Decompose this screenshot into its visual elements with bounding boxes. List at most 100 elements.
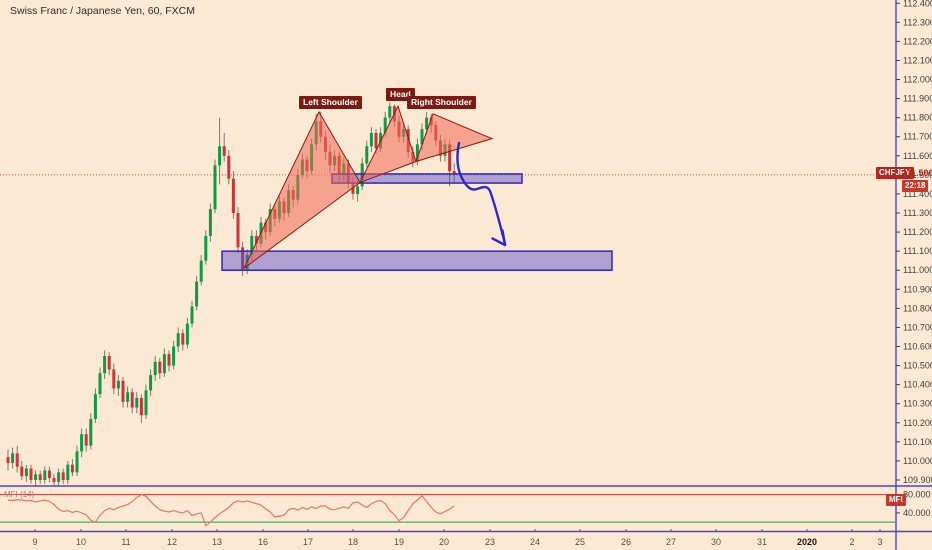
price-tick-label[interactable]: 111.500 (903, 170, 932, 180)
head-shoulders-polygon-3[interactable] (415, 113, 494, 163)
mfi-tick-label[interactable]: 40.000 (903, 508, 931, 518)
candle-up (135, 397, 139, 408)
candle-up (365, 146, 369, 164)
candle-up (153, 361, 157, 376)
price-tick-label[interactable]: 111.200 (903, 227, 932, 237)
time-tick-label[interactable]: 3 (877, 537, 882, 547)
candle-down (107, 356, 111, 370)
price-tick-label[interactable]: 111.400 (903, 189, 932, 199)
mfi-line (7, 493, 455, 527)
candle-up (116, 380, 120, 389)
price-tick-label[interactable]: 110.400 (903, 380, 932, 390)
head-shoulders-polygon-1[interactable] (243, 110, 361, 269)
candle-down (167, 354, 171, 366)
candle-down (61, 472, 65, 480)
time-tick-label[interactable]: 11 (121, 537, 130, 547)
candle-up (93, 394, 97, 419)
candle-up (162, 354, 166, 374)
time-tick-label[interactable]: 13 (212, 537, 222, 547)
price-tick-label[interactable]: 112.200 (903, 36, 932, 46)
candle-up (356, 186, 360, 194)
price-tick-label[interactable]: 110.300 (903, 399, 932, 409)
time-tick-label[interactable]: 16 (258, 537, 268, 547)
candle-up (388, 106, 392, 118)
time-tick-label[interactable]: 17 (303, 537, 313, 547)
candle-up (420, 129, 424, 145)
price-tick-label[interactable]: 111.900 (903, 94, 932, 104)
time-tick-label[interactable]: 2020 (797, 537, 817, 547)
time-tick-label[interactable]: 12 (167, 537, 177, 547)
mfi-indicator-legend[interactable]: MFI (14) (4, 490, 35, 499)
price-tick-label[interactable]: 110.800 (903, 303, 932, 313)
candle-down (130, 392, 134, 408)
price-tick-label[interactable]: 110.900 (903, 284, 932, 294)
time-tick-label[interactable]: 23 (485, 537, 495, 547)
candle-down (38, 474, 42, 480)
candle-up (369, 132, 373, 147)
time-tick-label[interactable]: 31 (757, 537, 767, 547)
right-shoulder-label[interactable]: Right Shoulder (407, 96, 476, 109)
price-tick-label[interactable]: 111.600 (903, 151, 932, 161)
price-tick-label[interactable]: 110.000 (903, 456, 932, 466)
candle-down (121, 380, 125, 402)
bar-countdown-badge: 22:18 (902, 180, 929, 192)
time-tick-label[interactable]: 27 (666, 537, 676, 547)
price-tick-label[interactable]: 111.300 (903, 208, 932, 218)
candle-up (57, 472, 61, 482)
time-tick-label[interactable]: 10 (76, 537, 86, 547)
time-tick-label[interactable]: 24 (530, 537, 540, 547)
candle-down (374, 132, 378, 149)
time-tick-label[interactable]: 19 (394, 537, 404, 547)
price-tick-label[interactable]: 110.700 (903, 322, 932, 332)
candle-down (29, 468, 33, 480)
time-tick-label[interactable]: 2 (849, 537, 854, 547)
price-tick-label[interactable]: 110.500 (903, 361, 932, 371)
candle-up (190, 306, 194, 324)
time-tick-label[interactable]: 20 (439, 537, 449, 547)
price-tick-label[interactable]: 110.200 (903, 418, 932, 428)
left-shoulder-label[interactable]: Left Shoulder (299, 96, 362, 109)
mfi-tick-label[interactable]: 80.000 (903, 490, 931, 500)
time-tick-label[interactable]: 25 (575, 537, 585, 547)
price-tick-label[interactable]: 109.900 (903, 475, 932, 485)
time-tick-label[interactable]: 9 (32, 537, 37, 547)
price-tick-label[interactable]: 112.400 (903, 0, 932, 8)
time-tick-label[interactable]: 26 (621, 537, 631, 547)
candle-up (213, 165, 217, 210)
candle-down (452, 171, 456, 175)
candle-down (241, 247, 245, 271)
candle-down (236, 213, 240, 248)
candle-up (383, 117, 387, 133)
price-tick-label[interactable]: 112.300 (903, 17, 932, 27)
current-price-label: 111.500 (902, 168, 932, 178)
price-tick-label[interactable]: 110.100 (903, 437, 932, 447)
candle-down (6, 457, 10, 463)
candle-up (208, 209, 212, 236)
symbol-legend[interactable]: Swiss Franc / Japanese Yen, 60, FXCM (10, 5, 196, 17)
candle-down (70, 464, 74, 473)
candle-down (20, 466, 24, 477)
time-tick-label[interactable]: 30 (711, 537, 721, 547)
candle-up (199, 260, 203, 282)
candle-up (34, 474, 38, 480)
price-tick-label[interactable]: 112.100 (903, 55, 932, 65)
price-tick-label[interactable]: 110.600 (903, 342, 932, 352)
price-tick-label[interactable]: 111.800 (903, 113, 932, 123)
price-tick-label[interactable]: 111.100 (903, 246, 932, 256)
price-tick-label[interactable]: 111.700 (903, 132, 932, 142)
candle-up (103, 356, 107, 374)
price-tick-label[interactable]: 112.000 (903, 75, 932, 85)
support-zone-rect-2[interactable] (221, 250, 613, 271)
candle-down (112, 369, 116, 389)
candle-down (139, 397, 143, 416)
candle-down (448, 144, 452, 172)
price-tick-label[interactable]: 111.000 (903, 265, 932, 275)
time-tick-label[interactable]: 18 (348, 537, 358, 547)
projection-arrow[interactable] (456, 141, 507, 246)
candle-up (66, 464, 70, 480)
candle-up (98, 373, 102, 395)
head-shoulders-polygon-2[interactable] (358, 104, 417, 184)
candle-up (425, 117, 429, 130)
